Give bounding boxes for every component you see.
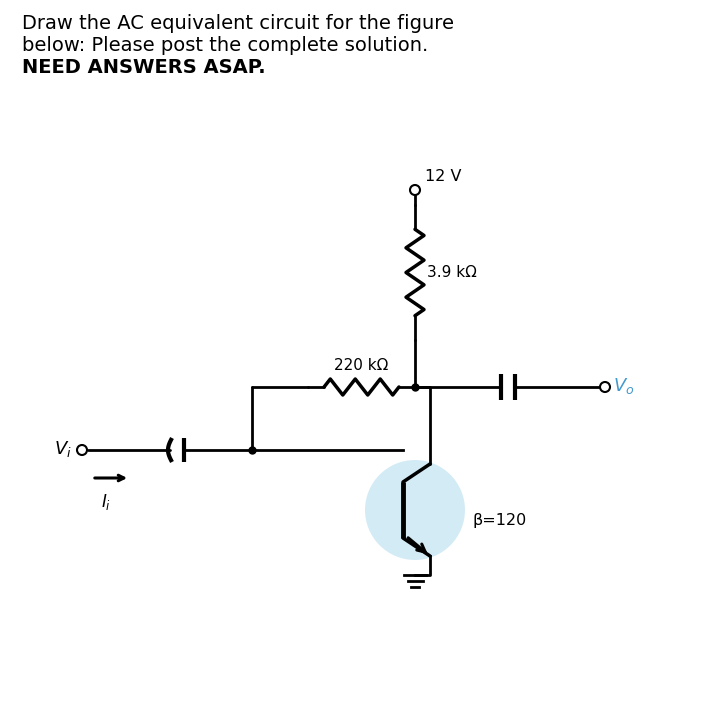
Circle shape [365, 460, 465, 560]
Text: below: Please post the complete solution.: below: Please post the complete solution… [22, 36, 428, 55]
Text: $V_o$: $V_o$ [613, 376, 634, 396]
Text: $V_i$: $V_i$ [54, 439, 72, 459]
Text: Draw the AC equivalent circuit for the figure: Draw the AC equivalent circuit for the f… [22, 14, 454, 33]
Text: 12 V: 12 V [425, 169, 462, 184]
Text: NEED ANSWERS ASAP.: NEED ANSWERS ASAP. [22, 58, 266, 77]
Text: 3.9 kΩ: 3.9 kΩ [427, 265, 477, 280]
Text: 220 kΩ: 220 kΩ [334, 358, 389, 373]
Text: $I_i$: $I_i$ [101, 492, 111, 512]
Text: β=120: β=120 [473, 513, 527, 528]
